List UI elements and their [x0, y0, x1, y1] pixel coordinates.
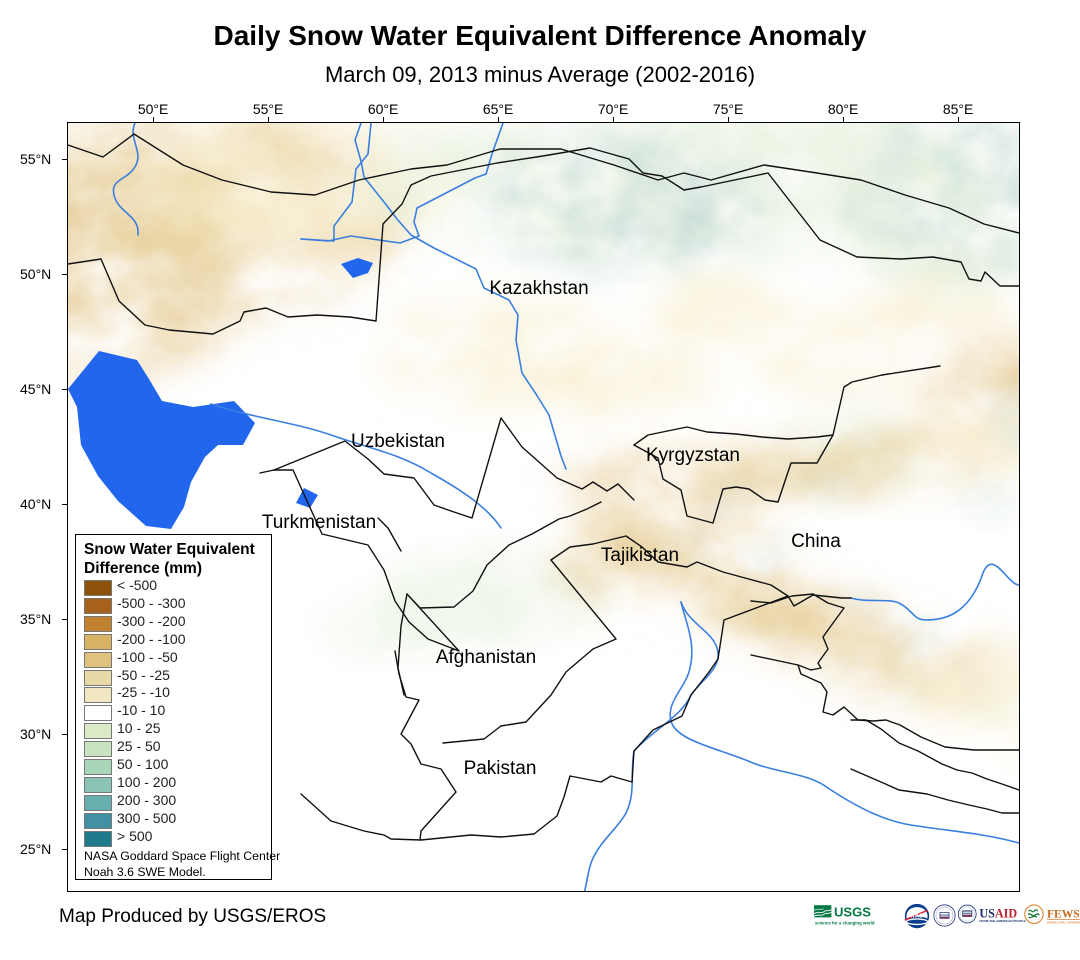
svg-text:NASA: NASA	[911, 914, 928, 920]
svg-text:USGS: USGS	[834, 905, 871, 920]
svg-text:FROM THE AMERICAN PEOPLE: FROM THE AMERICAN PEOPLE	[979, 919, 1025, 923]
svg-text:FEWS NET: FEWS NET	[1047, 908, 1080, 920]
svg-text:FAMINE EARLY WARNING SYSTEMS N: FAMINE EARLY WARNING SYSTEMS NETWORK	[1047, 920, 1080, 924]
svg-text:science for a changing world: science for a changing world	[815, 920, 875, 925]
